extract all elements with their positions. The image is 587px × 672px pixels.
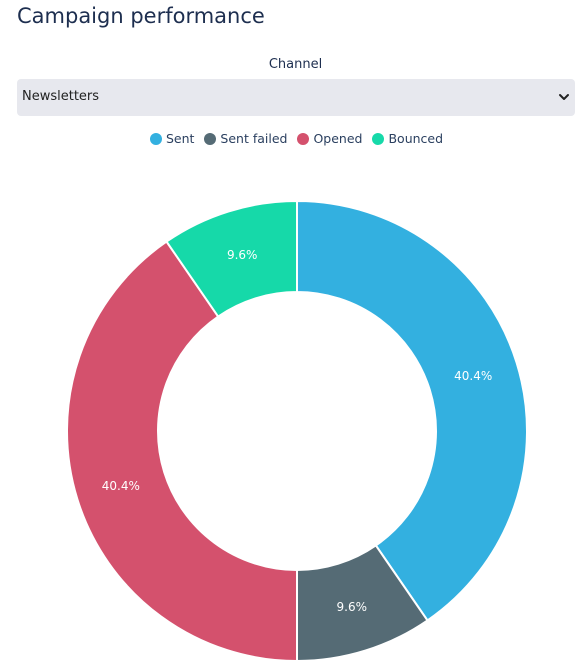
- legend-label: Bounced: [388, 131, 444, 146]
- legend-label: Sent: [165, 131, 195, 146]
- channel-select-value: Newsletters: [22, 89, 100, 104]
- donut-slice[interactable]: [165, 199, 298, 318]
- donut-slice[interactable]: [296, 199, 528, 622]
- channel-select[interactable]: Newsletters: [17, 79, 575, 116]
- legend-item[interactable]: Opened: [297, 131, 362, 146]
- chart-legend: Sent Sent failed Opened Bounced: [0, 131, 587, 146]
- legend-swatch: [204, 132, 217, 145]
- legend-item[interactable]: Sent: [149, 131, 195, 146]
- legend-swatch: [372, 132, 385, 145]
- legend-label: Opened: [313, 131, 363, 146]
- donut-slice[interactable]: [66, 240, 298, 663]
- legend-item[interactable]: Sent failed: [204, 131, 287, 146]
- channel-label: Channel: [268, 57, 323, 72]
- legend-swatch: [297, 132, 310, 145]
- slice-percent-label: 40.4%: [102, 479, 140, 493]
- chevron-down-icon: [559, 94, 569, 100]
- legend-item[interactable]: Bounced: [372, 131, 443, 146]
- page-title: Campaign performance: [17, 4, 265, 28]
- slice-percent-label: 9.6%: [227, 248, 258, 262]
- legend-swatch: [149, 132, 162, 145]
- slice-percent-label: 40.4%: [454, 369, 492, 383]
- legend-label: Sent failed: [220, 131, 288, 146]
- slice-percent-label: 9.6%: [337, 600, 368, 614]
